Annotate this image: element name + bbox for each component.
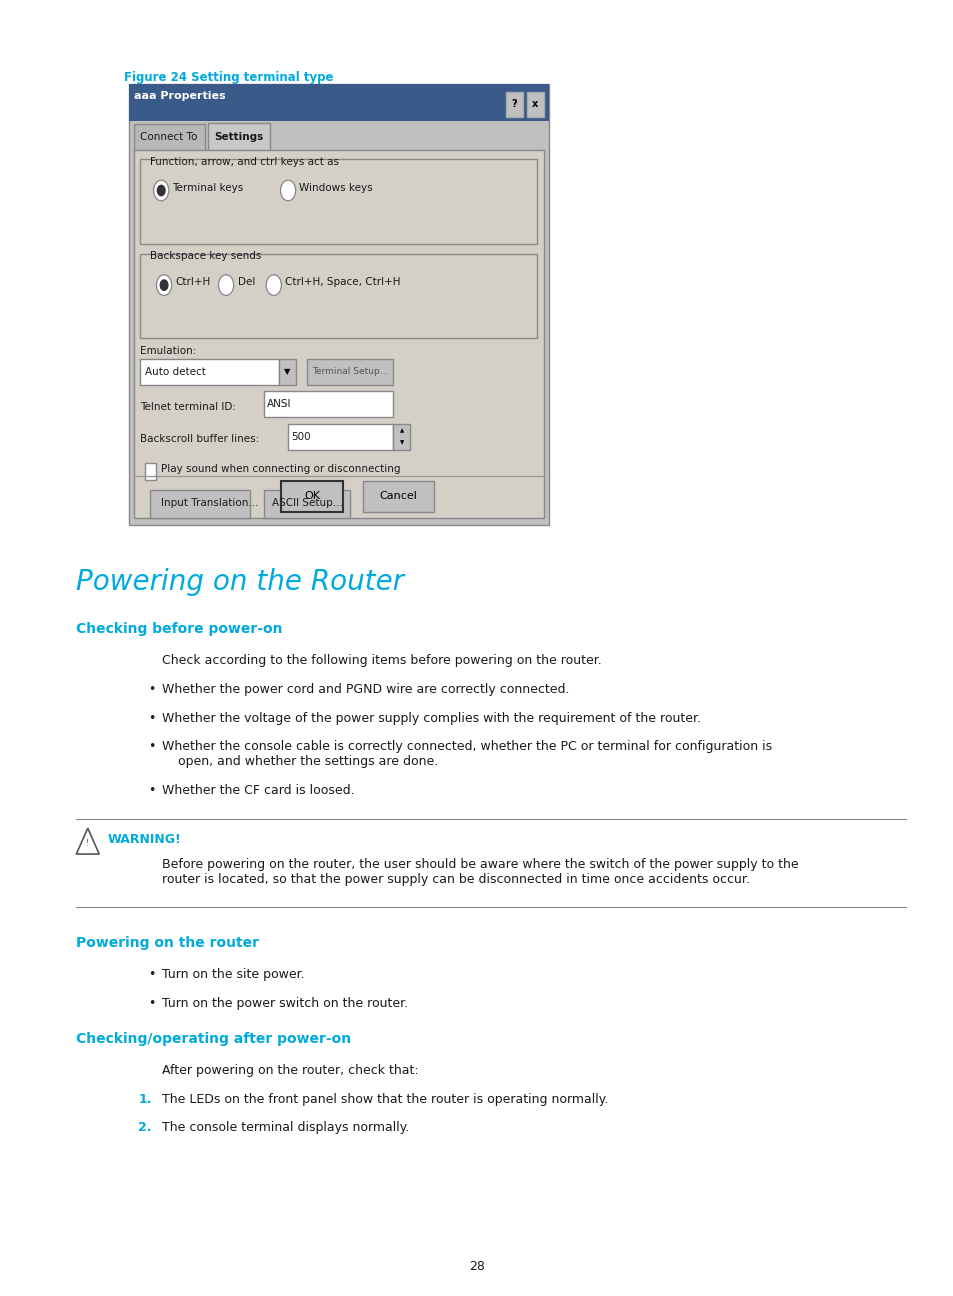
Text: Terminal keys: Terminal keys	[172, 183, 243, 193]
Text: •: •	[148, 997, 155, 1010]
Text: ▼: ▼	[399, 441, 403, 446]
Circle shape	[153, 180, 169, 201]
Circle shape	[218, 275, 233, 295]
Text: Del: Del	[237, 277, 254, 288]
Text: Powering on the router: Powering on the router	[76, 936, 259, 950]
Text: Checking before power-on: Checking before power-on	[76, 622, 282, 636]
FancyBboxPatch shape	[505, 92, 522, 117]
Text: •: •	[148, 712, 155, 724]
FancyBboxPatch shape	[526, 92, 543, 117]
Text: Auto detect: Auto detect	[145, 367, 206, 377]
Text: Powering on the Router: Powering on the Router	[76, 568, 404, 596]
Text: Whether the CF card is loosed.: Whether the CF card is loosed.	[162, 784, 355, 797]
Text: !: !	[86, 840, 90, 848]
Circle shape	[156, 275, 172, 295]
FancyBboxPatch shape	[307, 359, 393, 385]
Circle shape	[280, 180, 295, 201]
Text: Connect To: Connect To	[140, 132, 197, 143]
Text: Function, arrow, and ctrl keys act as: Function, arrow, and ctrl keys act as	[150, 157, 338, 167]
Text: ?: ?	[511, 100, 517, 109]
Text: Check according to the following items before powering on the router.: Check according to the following items b…	[162, 654, 601, 667]
FancyBboxPatch shape	[208, 123, 270, 156]
Text: 500: 500	[291, 432, 311, 442]
Text: •: •	[148, 740, 155, 753]
Text: The console terminal displays normally.: The console terminal displays normally.	[162, 1121, 409, 1134]
Text: After powering on the router, check that:: After powering on the router, check that…	[162, 1064, 418, 1077]
FancyBboxPatch shape	[264, 391, 393, 417]
Text: Telnet terminal ID:: Telnet terminal ID:	[140, 402, 236, 412]
Text: 1.: 1.	[138, 1093, 152, 1105]
Text: Whether the voltage of the power supply complies with the requirement of the rou: Whether the voltage of the power supply …	[162, 712, 700, 724]
Text: Terminal Setup...: Terminal Setup...	[312, 367, 388, 376]
FancyBboxPatch shape	[133, 124, 205, 153]
Text: Turn on the site power.: Turn on the site power.	[162, 968, 305, 981]
Text: •: •	[148, 683, 155, 696]
Circle shape	[266, 275, 281, 295]
Circle shape	[160, 280, 168, 290]
FancyBboxPatch shape	[145, 463, 156, 480]
Text: Input Translation...: Input Translation...	[161, 498, 258, 508]
Text: Backscroll buffer lines:: Backscroll buffer lines:	[140, 434, 259, 445]
Text: The LEDs on the front panel show that the router is operating normally.: The LEDs on the front panel show that th…	[162, 1093, 608, 1105]
Text: OK: OK	[304, 491, 320, 502]
Text: Whether the power cord and PGND wire are correctly connected.: Whether the power cord and PGND wire are…	[162, 683, 569, 696]
Text: Whether the console cable is correctly connected, whether the PC or terminal for: Whether the console cable is correctly c…	[162, 740, 772, 769]
FancyBboxPatch shape	[264, 490, 350, 518]
FancyBboxPatch shape	[129, 84, 548, 525]
Circle shape	[157, 185, 165, 196]
Text: Backspace key sends: Backspace key sends	[150, 251, 261, 262]
FancyBboxPatch shape	[133, 150, 543, 518]
FancyBboxPatch shape	[281, 481, 343, 512]
Text: aaa Properties: aaa Properties	[133, 91, 225, 101]
FancyBboxPatch shape	[129, 84, 548, 121]
Text: Figure 24 Setting terminal type: Figure 24 Setting terminal type	[124, 71, 334, 84]
FancyBboxPatch shape	[393, 424, 410, 450]
FancyBboxPatch shape	[140, 359, 278, 385]
FancyBboxPatch shape	[362, 481, 434, 512]
FancyBboxPatch shape	[278, 359, 295, 385]
Text: 28: 28	[469, 1260, 484, 1273]
Text: Ctrl+H: Ctrl+H	[175, 277, 211, 288]
Text: ▲: ▲	[399, 428, 403, 433]
Text: Checking/operating after power-on: Checking/operating after power-on	[76, 1032, 351, 1046]
Text: Play sound when connecting or disconnecting: Play sound when connecting or disconnect…	[161, 464, 400, 474]
Text: x: x	[532, 100, 537, 109]
Text: Ctrl+H, Space, Ctrl+H: Ctrl+H, Space, Ctrl+H	[285, 277, 400, 288]
Text: •: •	[148, 968, 155, 981]
Text: Emulation:: Emulation:	[140, 346, 196, 356]
Text: ANSI: ANSI	[267, 399, 292, 410]
Text: WARNING!: WARNING!	[108, 833, 181, 846]
Text: Turn on the power switch on the router.: Turn on the power switch on the router.	[162, 997, 408, 1010]
Text: ASCII Setup...: ASCII Setup...	[272, 498, 342, 508]
Text: •: •	[148, 784, 155, 797]
Text: ▼: ▼	[284, 368, 290, 376]
Text: 2.: 2.	[138, 1121, 152, 1134]
FancyBboxPatch shape	[140, 254, 537, 338]
Text: Cancel: Cancel	[379, 491, 416, 502]
Text: Windows keys: Windows keys	[298, 183, 372, 193]
FancyBboxPatch shape	[150, 490, 250, 518]
Text: Settings: Settings	[214, 132, 264, 143]
FancyBboxPatch shape	[140, 159, 537, 244]
Text: Before powering on the router, the user should be aware where the switch of the : Before powering on the router, the user …	[162, 858, 798, 886]
FancyBboxPatch shape	[288, 424, 393, 450]
